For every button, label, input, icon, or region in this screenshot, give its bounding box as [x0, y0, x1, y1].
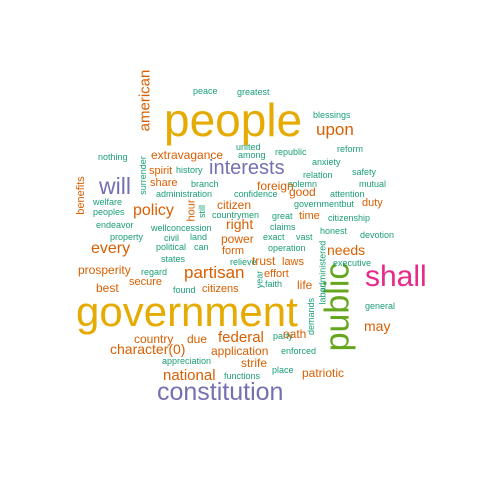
- word-still: still: [197, 205, 207, 218]
- word-labor: labor: [317, 284, 328, 305]
- word-time: time: [299, 210, 320, 222]
- word-best: best: [96, 281, 119, 295]
- word-vast: vast: [296, 232, 313, 242]
- word-great: great: [272, 211, 293, 221]
- word-hour: hour: [185, 199, 198, 222]
- word-reform: reform: [337, 144, 364, 154]
- word-will: will: [99, 173, 131, 199]
- word-safety: safety: [352, 167, 377, 177]
- word-party: party: [273, 331, 294, 341]
- word-interests: interests: [209, 157, 285, 179]
- word-citizenship: citizenship: [328, 213, 371, 223]
- word-spirit: spirit: [149, 165, 173, 177]
- word-share: share: [150, 177, 178, 189]
- word-general: general: [365, 301, 396, 311]
- word-national: national: [163, 367, 216, 384]
- word-faith: faith: [265, 279, 283, 289]
- word-benefits: benefits: [74, 176, 87, 215]
- word-republic: republic: [275, 147, 307, 157]
- word-exact: exact: [263, 232, 285, 242]
- word-trust: trust: [252, 254, 276, 268]
- word-endeavor: endeavor: [96, 220, 134, 230]
- word-honest: honest: [320, 226, 348, 236]
- word-extravagance: extravagance: [151, 148, 224, 162]
- word-people: people: [164, 94, 303, 146]
- word-demands: demands: [306, 297, 317, 336]
- word-branch: branch: [191, 179, 219, 189]
- word-enforced: enforced: [281, 346, 317, 356]
- word-country: country: [134, 332, 174, 346]
- word-administration: administration: [156, 189, 213, 199]
- word-good: good: [289, 185, 316, 199]
- word-regard: regard: [141, 267, 168, 277]
- word-prosperity: prosperity: [78, 263, 131, 277]
- word-shall: shall: [365, 260, 427, 293]
- word-countrymen: countrymen: [212, 210, 260, 220]
- word-place: place: [272, 365, 294, 375]
- word-can: can: [194, 242, 209, 252]
- word-functions: functions: [224, 371, 261, 381]
- word-peoples: peoples: [93, 207, 125, 217]
- word-operation: operation: [268, 243, 306, 253]
- word-blessings: blessings: [313, 110, 351, 120]
- word-oath: oath: [283, 327, 307, 341]
- word-form: form: [222, 245, 244, 257]
- word-character: character(0): [110, 341, 186, 357]
- word-land: land: [190, 232, 208, 242]
- word-devotion: devotion: [360, 230, 395, 240]
- word-power: power: [221, 232, 254, 246]
- word-duty: duty: [362, 197, 383, 209]
- word-history: history: [176, 165, 203, 175]
- word-attention: attention: [330, 189, 365, 199]
- word-executive: executive: [333, 258, 372, 268]
- word-citizens: citizens: [202, 283, 239, 295]
- word-found: found: [173, 285, 196, 295]
- word-citizen: citizen: [217, 198, 252, 212]
- word-civil: civil: [164, 233, 179, 243]
- word-governmentbut: governmentbut: [294, 199, 355, 209]
- word-partisan: partisan: [184, 263, 245, 282]
- word-effort: effort: [264, 268, 289, 280]
- word-anxiety: anxiety: [312, 157, 341, 167]
- word-life: life: [297, 278, 313, 292]
- word-relation: relation: [303, 170, 333, 180]
- word-nothing: nothing: [98, 152, 128, 162]
- word-solemn: solemn: [288, 179, 318, 189]
- word-needs: needs: [327, 242, 366, 258]
- word-property: property: [110, 232, 144, 242]
- word-policy: policy: [133, 202, 174, 219]
- word-peace: peace: [193, 86, 218, 96]
- word-mutual: mutual: [359, 179, 387, 189]
- word-welfare: welfare: [93, 197, 123, 207]
- word-confidence: confidence: [234, 189, 278, 199]
- word-states: states: [161, 254, 186, 264]
- word-laws: laws: [282, 256, 305, 268]
- word-year: year: [254, 270, 265, 289]
- word-secure: secure: [129, 276, 163, 288]
- word-foreign: foreign: [257, 179, 294, 193]
- word-relieve: relieve: [230, 257, 257, 267]
- word-among: among: [238, 150, 266, 160]
- word-claims: claims: [270, 222, 296, 232]
- word-upon: upon: [316, 120, 354, 139]
- word-application: application: [211, 344, 269, 358]
- word-surrender: surrender: [137, 156, 148, 195]
- word-due: due: [187, 332, 208, 346]
- word-political: political: [156, 242, 187, 252]
- word-patriotic: patriotic: [302, 366, 345, 380]
- word-may: may: [364, 318, 391, 334]
- word-government: government: [76, 288, 298, 335]
- word-greatest: greatest: [237, 87, 270, 97]
- word-federal: federal: [218, 329, 264, 346]
- word-united: united: [236, 142, 261, 152]
- word-american: american: [136, 69, 154, 132]
- word-constitution: constitution: [157, 378, 284, 406]
- word-appreciation: appreciation: [162, 356, 212, 366]
- word-right: right: [226, 216, 254, 232]
- word-wellconcession: wellconcession: [151, 223, 212, 233]
- word-every: every: [91, 240, 131, 257]
- word-strife: strife: [241, 356, 268, 370]
